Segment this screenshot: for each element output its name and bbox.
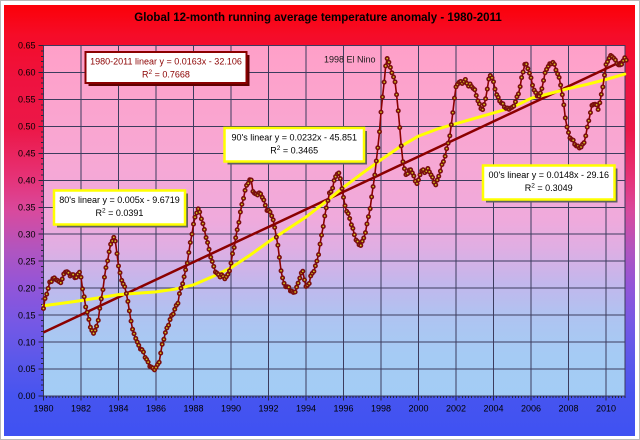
svg-text:0.25: 0.25 bbox=[18, 256, 36, 266]
svg-text:0.50: 0.50 bbox=[18, 122, 36, 132]
svg-text:2004: 2004 bbox=[483, 404, 503, 414]
svg-text:2000: 2000 bbox=[408, 404, 428, 414]
svg-text:2010: 2010 bbox=[596, 404, 616, 414]
svg-text:0.15: 0.15 bbox=[18, 310, 36, 320]
svg-text:0.05: 0.05 bbox=[18, 364, 36, 374]
svg-text:80's linear y = 0.005x - 9.671: 80's linear y = 0.005x - 9.6719 bbox=[59, 195, 180, 205]
svg-text:2002: 2002 bbox=[446, 404, 466, 414]
svg-text:0.40: 0.40 bbox=[18, 176, 36, 186]
svg-text:0.35: 0.35 bbox=[18, 203, 36, 213]
svg-text:1992: 1992 bbox=[258, 404, 278, 414]
svg-text:0.65: 0.65 bbox=[18, 41, 36, 51]
svg-text:R2 = 0.0391: R2 = 0.0391 bbox=[96, 208, 144, 219]
svg-text:1994: 1994 bbox=[296, 404, 316, 414]
svg-text:Global 12-month running averag: Global 12-month running average temperat… bbox=[134, 12, 502, 24]
svg-text:1998: 1998 bbox=[371, 404, 391, 414]
svg-text:0.30: 0.30 bbox=[18, 229, 36, 239]
svg-text:1980-2011 linear y = 0.0163x -: 1980-2011 linear y = 0.0163x - 32.106 bbox=[90, 57, 242, 67]
svg-text:90's linear y = 0.0232x - 45.8: 90's linear y = 0.0232x - 45.851 bbox=[231, 133, 357, 143]
svg-text:1982: 1982 bbox=[71, 404, 91, 414]
svg-text:1984: 1984 bbox=[108, 404, 128, 414]
svg-text:1990: 1990 bbox=[221, 404, 241, 414]
svg-text:R2 = 0.7668: R2 = 0.7668 bbox=[142, 69, 190, 80]
svg-text:2008: 2008 bbox=[558, 404, 578, 414]
svg-text:0.55: 0.55 bbox=[18, 95, 36, 105]
svg-text:0.10: 0.10 bbox=[18, 337, 36, 347]
svg-text:1996: 1996 bbox=[333, 404, 353, 414]
svg-text:1988: 1988 bbox=[183, 404, 203, 414]
svg-text:0.45: 0.45 bbox=[18, 149, 36, 159]
svg-text:0.00: 0.00 bbox=[18, 391, 36, 401]
svg-text:1998 El Nino: 1998 El Nino bbox=[324, 55, 376, 65]
svg-text:R2 = 0.3465: R2 = 0.3465 bbox=[270, 145, 318, 156]
svg-text:0.60: 0.60 bbox=[18, 68, 36, 78]
svg-text:00's linear y = 0.0148x - 29.1: 00's linear y = 0.0148x - 29.16 bbox=[488, 170, 609, 180]
svg-text:0.20: 0.20 bbox=[18, 283, 36, 293]
svg-text:2006: 2006 bbox=[521, 404, 541, 414]
svg-text:1980: 1980 bbox=[33, 404, 53, 414]
svg-text:1986: 1986 bbox=[146, 404, 166, 414]
svg-text:R2 = 0.3049: R2 = 0.3049 bbox=[525, 183, 573, 194]
